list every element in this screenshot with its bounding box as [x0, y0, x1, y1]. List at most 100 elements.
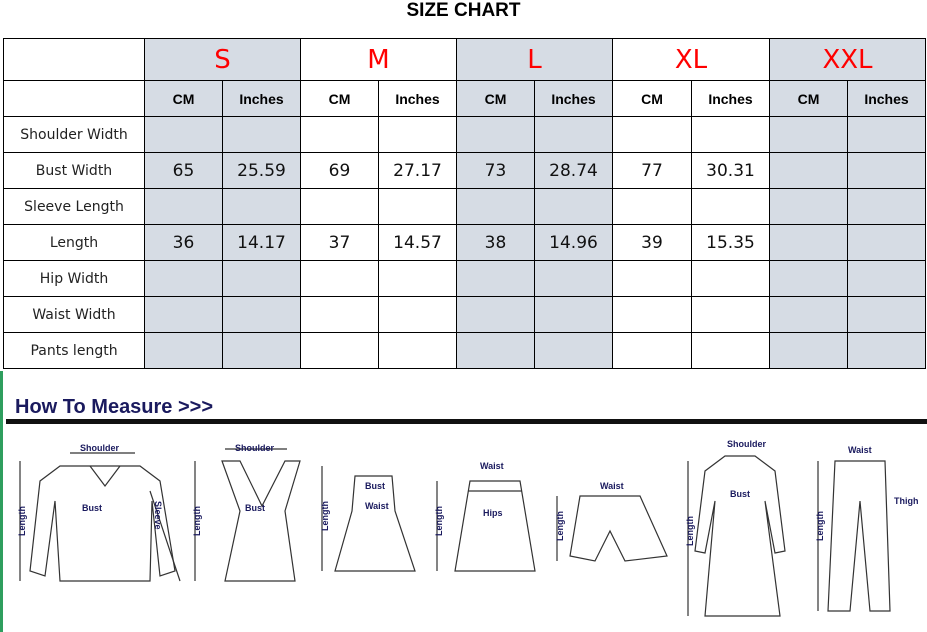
table-cell [769, 116, 848, 153]
table-row: Pants length [3, 332, 926, 369]
label-bust: Bust [82, 503, 102, 513]
table-cell [378, 260, 457, 297]
table-cell [378, 332, 457, 369]
table-cell: 14.17 [222, 224, 301, 261]
table-cell [691, 332, 770, 369]
table-cell: 27.17 [378, 152, 457, 189]
table-cell [769, 152, 848, 189]
label-bust: Bust [365, 481, 385, 491]
table-cell: 25.59 [222, 152, 301, 189]
table-cell: 14.96 [534, 224, 613, 261]
how-to-measure-section: How To Measure >>> Shoulder Bust Sleeve … [0, 371, 927, 632]
how-to-measure-title: How To Measure >>> [15, 396, 214, 418]
table-cell: 69 [300, 152, 379, 189]
row-label: Sleeve Length [3, 188, 145, 225]
table-cell [847, 224, 926, 261]
row-label: Waist Width [3, 296, 145, 333]
label-waist: Waist [600, 481, 624, 491]
row-label: Hip Width [3, 260, 145, 297]
table-cell [144, 332, 223, 369]
size-header-xl: XL [612, 38, 770, 81]
label-shoulder: Shoulder [80, 443, 119, 453]
table-cell: 30.31 [691, 152, 770, 189]
label-waist: Waist [848, 445, 872, 455]
table-cell [769, 296, 848, 333]
unit-cm: CM [144, 80, 223, 117]
label-sleeve: Sleeve [153, 501, 163, 530]
skirt-illustration: Waist Hips Length [434, 461, 536, 572]
unit-inches: Inches [534, 80, 613, 117]
unit-inches: Inches [847, 80, 926, 117]
size-table: S M L XL XXL CM Inches CM Inches CM Inches CM Inches… [3, 38, 926, 369]
table-cell: 38 [456, 224, 535, 261]
table-cell [612, 260, 692, 297]
table-cell [300, 188, 379, 225]
table-cell [612, 188, 692, 225]
label-thigh: Thigh [894, 496, 919, 506]
table-cell [222, 296, 301, 333]
table-cell [534, 116, 613, 153]
table-cell [847, 188, 926, 225]
table-row: Sleeve Length [3, 188, 926, 225]
label-length: Length [192, 506, 202, 536]
label-waist: Waist [365, 501, 389, 511]
table-cell: 15.35 [691, 224, 770, 261]
table-cell [691, 260, 770, 297]
table-cell [456, 188, 535, 225]
table-cell [534, 260, 613, 297]
label-bust: Bust [730, 489, 750, 499]
tank-illustration: Shoulder Bust Length [192, 443, 301, 582]
table-cell [691, 296, 770, 333]
table-cell [847, 332, 926, 369]
table-cell [769, 188, 848, 225]
label-length: Length [320, 501, 330, 531]
unit-cm: CM [456, 80, 535, 117]
table-cell [222, 188, 301, 225]
size-header-xxl: XXL [769, 38, 926, 81]
table-cell [691, 188, 770, 225]
table-cell [300, 296, 379, 333]
unit-inches: Inches [691, 80, 770, 117]
label-shoulder: Shoulder [235, 443, 274, 453]
unit-inches: Inches [222, 80, 301, 117]
shirt-illustration: Shoulder Bust Sleeve Length [17, 443, 181, 582]
table-cell [769, 260, 848, 297]
size-header-row: S M L XL XXL [3, 38, 926, 81]
table-cell [456, 296, 535, 333]
table-cell [456, 116, 535, 153]
table-cell: 77 [612, 152, 692, 189]
table-row: Shoulder Width [3, 116, 926, 153]
label-shoulder: Shoulder [727, 439, 766, 449]
table-cell [456, 260, 535, 297]
table-cell [847, 116, 926, 153]
size-header-l: L [456, 38, 613, 81]
table-cell [222, 332, 301, 369]
table-cell [300, 332, 379, 369]
dress-illustration: Bust Waist Length [320, 466, 416, 572]
table-cell [144, 188, 223, 225]
corner-cell [3, 80, 145, 117]
table-cell [378, 296, 457, 333]
table-cell [144, 116, 223, 153]
table-cell: 28.74 [534, 152, 613, 189]
table-row: Bust Width 65 25.59 69 27.17 73 28.74 77 30.31 [3, 152, 926, 189]
table-cell [144, 296, 223, 333]
row-label: Pants length [3, 332, 145, 369]
table-cell [847, 260, 926, 297]
table-cell [222, 260, 301, 297]
label-hips: Hips [483, 508, 503, 518]
table-cell [300, 260, 379, 297]
label-bust: Bust [245, 503, 265, 513]
unit-cm: CM [769, 80, 848, 117]
table-cell [847, 296, 926, 333]
chart-title: SIZE CHART [406, 0, 521, 21]
table-cell [847, 152, 926, 189]
divider [6, 419, 927, 424]
row-label: Shoulder Width [3, 116, 145, 153]
label-length: Length [17, 506, 27, 536]
table-cell [691, 116, 770, 153]
table-cell: 73 [456, 152, 535, 189]
table-cell [534, 296, 613, 333]
table-cell [534, 332, 613, 369]
